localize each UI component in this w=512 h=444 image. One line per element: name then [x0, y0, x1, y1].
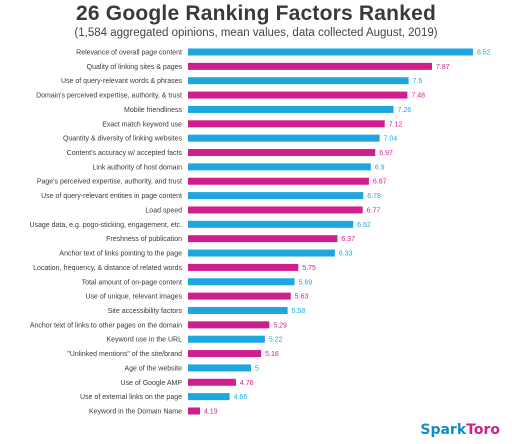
bar	[188, 407, 200, 415]
category-label: Domain's perceived expertise, authority,…	[36, 93, 182, 100]
bar	[188, 335, 265, 343]
bar	[188, 235, 338, 243]
value-label: 8.52	[477, 50, 491, 57]
bar	[188, 364, 252, 372]
value-label: 7.87	[436, 64, 450, 71]
value-label: 5.75	[302, 265, 316, 272]
value-label: 7.26	[398, 107, 412, 114]
category-label: Link authority of host domain	[93, 164, 183, 171]
bar	[188, 350, 262, 358]
bar	[188, 105, 394, 113]
bar	[188, 292, 291, 300]
bar	[188, 206, 363, 214]
bar	[188, 149, 376, 157]
brand-spark: Spark	[420, 422, 467, 438]
sparktoro-logo: SparkToro	[420, 422, 500, 438]
bar	[188, 393, 230, 401]
value-label: 5.69	[299, 279, 313, 286]
category-label: Quantity & diversity of linking websites	[63, 136, 183, 143]
value-label: 5.63	[295, 294, 309, 301]
bar	[188, 91, 408, 99]
category-label: Relevance of overall page content	[76, 50, 182, 57]
value-label: 7.48	[411, 93, 425, 100]
bar	[188, 278, 295, 286]
category-label: Keyword in the Domain Name	[89, 409, 182, 416]
bar	[188, 321, 270, 329]
bar	[188, 177, 369, 185]
chart-title: 26 Google Ranking Factors Ranked	[76, 2, 436, 25]
value-label: 5.29	[273, 322, 287, 329]
value-label: 7.5	[413, 78, 423, 85]
category-label: Anchor text of links to other pages on t…	[30, 322, 182, 329]
category-label: Use of Google AMP	[121, 380, 183, 387]
value-label: 5	[255, 365, 259, 372]
chart-subtitle: (1,584 aggregated opinions, mean values,…	[74, 27, 438, 39]
value-label: 4.66	[234, 394, 248, 401]
value-label: 6.77	[367, 207, 381, 214]
category-label: Load speed	[145, 207, 182, 214]
category-label: Exact match keyword use	[102, 121, 182, 128]
value-label: 5.22	[269, 337, 283, 344]
value-label: 6.97	[379, 150, 393, 157]
bar	[188, 249, 335, 257]
value-label: 5.58	[292, 308, 306, 315]
bar	[188, 378, 236, 386]
value-label: 6.37	[341, 236, 355, 243]
value-label: 7.12	[389, 121, 403, 128]
brand-toro: Toro	[466, 422, 500, 438]
category-label: Use of external links on the page	[80, 394, 182, 401]
value-label: 4.76	[240, 380, 254, 387]
category-label: Total amount of on-page content	[82, 279, 182, 286]
value-label: 4.19	[204, 409, 218, 416]
bar	[188, 306, 288, 314]
bar	[188, 77, 409, 85]
category-label: Age of the website	[124, 365, 182, 372]
value-label: 5.16	[265, 351, 279, 358]
bar	[188, 120, 385, 128]
value-label: 6.87	[373, 179, 387, 186]
category-label: Quality of linking sites & pages	[87, 64, 183, 71]
bar	[188, 192, 364, 200]
value-label: 6.9	[375, 164, 385, 171]
value-label: 6.62	[357, 222, 371, 229]
bar	[188, 263, 299, 271]
category-label: Location, frequency, & distance of relat…	[33, 265, 182, 272]
category-label: Use of unique, relevant images	[86, 294, 183, 301]
value-label: 6.78	[367, 193, 381, 200]
bar	[188, 163, 371, 171]
category-label: Page's perceived expertise, authority, a…	[37, 179, 182, 186]
bar	[188, 48, 473, 56]
category-label: Keyword use in the URL	[107, 337, 183, 344]
bar	[188, 62, 432, 70]
category-label: Use of query-relevant words & phrases	[61, 78, 182, 85]
category-label: Site accessibility factors	[108, 308, 183, 315]
category-label: Use of query-relevant entities in page c…	[41, 193, 182, 200]
category-label: Mobile friendliness	[124, 107, 182, 114]
value-label: 7.04	[384, 136, 398, 143]
bar	[188, 220, 354, 228]
category-label: Anchor text of links pointing to the pag…	[59, 251, 182, 258]
category-label: Freshness of publication	[106, 236, 182, 243]
value-label: 6.33	[339, 251, 353, 258]
category-label: Content's accuracy w/ accepted facts	[67, 150, 183, 157]
bar	[188, 134, 380, 142]
category-label: Usage data, e.g. pogo-sticking, engageme…	[29, 222, 182, 229]
category-label: "Unlinked mentions" of the site/brand	[67, 351, 182, 358]
